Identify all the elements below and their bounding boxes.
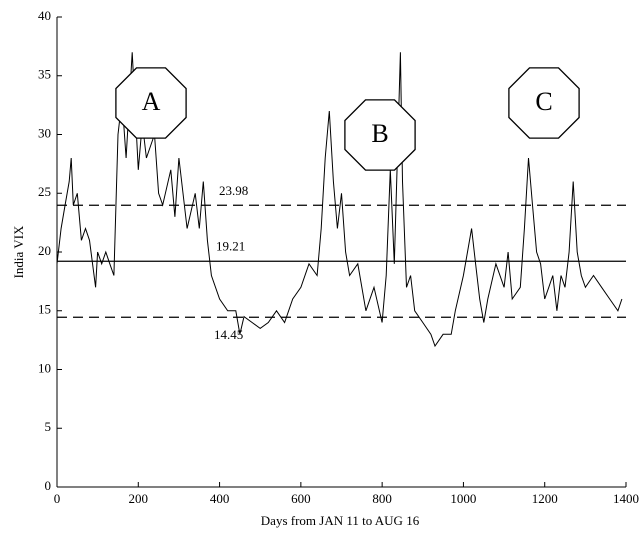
y-tick-label: 25	[38, 184, 51, 199]
y-tick-label: 30	[38, 125, 51, 140]
x-tick-label: 1000	[450, 491, 476, 506]
x-tick-label: 400	[210, 491, 230, 506]
reference-label: 23.98	[219, 183, 248, 198]
annotation-label: C	[535, 87, 552, 116]
y-tick-label: 5	[45, 419, 52, 434]
y-tick-label: 35	[38, 67, 51, 82]
y-tick-label: 10	[38, 360, 51, 375]
x-tick-label: 200	[129, 491, 149, 506]
x-tick-label: 800	[372, 491, 392, 506]
annotation-octagon	[344, 99, 416, 171]
annotation-octagon	[508, 67, 580, 139]
data-line	[56, 52, 623, 348]
x-tick-label: 1400	[613, 491, 639, 506]
y-axis-label: India VIX	[11, 225, 26, 278]
annotation-label: A	[142, 87, 161, 116]
y-tick-label: 40	[38, 8, 51, 23]
y-tick-label: 20	[38, 243, 51, 258]
x-tick-label: 1200	[532, 491, 558, 506]
y-tick-label: 15	[38, 302, 51, 317]
annotation-label: B	[371, 119, 388, 148]
x-tick-label: 0	[54, 491, 61, 506]
annotation-octagon	[115, 67, 187, 139]
y-tick-label: 0	[45, 478, 52, 493]
x-axis-label: Days from JAN 11 to AUG 16	[261, 513, 420, 528]
reference-label: 14.45	[214, 327, 243, 342]
x-tick-label: 600	[291, 491, 311, 506]
reference-label: 19.21	[216, 238, 245, 253]
